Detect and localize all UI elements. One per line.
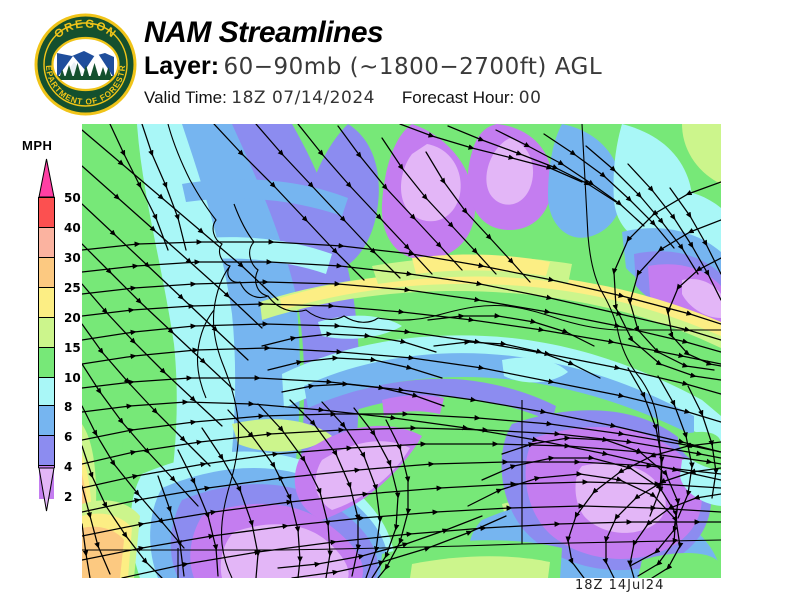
map-timestamp: 18Z 14Jul24 bbox=[575, 578, 665, 593]
valid-time-line: Valid Time: 18Z 07/14/2024 Forecast Hour… bbox=[144, 87, 794, 110]
legend-tick-25: 25 bbox=[64, 281, 81, 295]
forecast-hour-value: 00 bbox=[518, 88, 542, 108]
title-block: NAM Streamlines Layer: 60−90mb (~1800−27… bbox=[144, 16, 794, 110]
colorbar-bottom-arrow bbox=[38, 467, 55, 512]
legend-tick-8: 8 bbox=[64, 400, 73, 414]
oregon-dept-forestry-logo: OREGON DEPARTMENT OF FORESTRY bbox=[33, 12, 137, 116]
colorbar-top-arrow bbox=[38, 158, 55, 198]
legend-tick-15: 15 bbox=[64, 341, 81, 355]
layer-label: Layer: bbox=[144, 52, 220, 80]
legend-tick-40: 40 bbox=[64, 221, 81, 235]
legend-tick-6: 6 bbox=[64, 430, 73, 444]
legend-tick-20: 20 bbox=[64, 311, 81, 325]
colorbar-segment-40-50 bbox=[39, 198, 54, 228]
legend-tick-4: 4 bbox=[64, 460, 73, 474]
colorbar-segment-10-15 bbox=[39, 348, 54, 378]
valid-time-label: Valid Time: bbox=[144, 88, 227, 107]
colorbar: 50 40 30 25 20 15 10 8 6 4 2 bbox=[32, 158, 81, 512]
colorbar-segment-4-6 bbox=[39, 436, 54, 466]
valid-time-value: 18Z 07/14/2024 bbox=[231, 88, 375, 108]
legend-tick-50: 50 bbox=[64, 191, 81, 205]
colorbar-segment-20-25 bbox=[39, 288, 54, 318]
colorbar-segment-15-20 bbox=[39, 318, 54, 348]
colorbar-segment-30-40 bbox=[39, 228, 54, 258]
forecast-hour-label: Forecast Hour: bbox=[401, 88, 515, 107]
weather-map[interactable] bbox=[82, 124, 721, 578]
legend-units-label: MPH bbox=[22, 138, 53, 153]
map-canvas bbox=[82, 124, 721, 578]
layer-value: 60−90mb (~1800−2700ft) AGL bbox=[223, 54, 603, 80]
colorbar-segment-6-8 bbox=[39, 406, 54, 436]
colorbar-segment-8-10 bbox=[39, 378, 54, 406]
legend-tick-2: 2 bbox=[64, 490, 73, 504]
legend-tick-10: 10 bbox=[64, 371, 81, 385]
header: OREGON DEPARTMENT OF FORESTRY NAM Stream… bbox=[0, 0, 800, 122]
colorbar-legend: MPH 50 40 30 25 20 15 10 8 6 4 2 bbox=[10, 138, 81, 512]
streamlines bbox=[82, 124, 721, 578]
legend-tick-30: 30 bbox=[64, 251, 81, 265]
layer-line: Layer: 60−90mb (~1800−2700ft) AGL bbox=[144, 51, 794, 85]
colorbar-segments bbox=[38, 197, 55, 499]
page-title: NAM Streamlines bbox=[144, 16, 384, 49]
windspeed-field bbox=[82, 124, 721, 578]
colorbar-segment-25-30 bbox=[39, 258, 54, 288]
